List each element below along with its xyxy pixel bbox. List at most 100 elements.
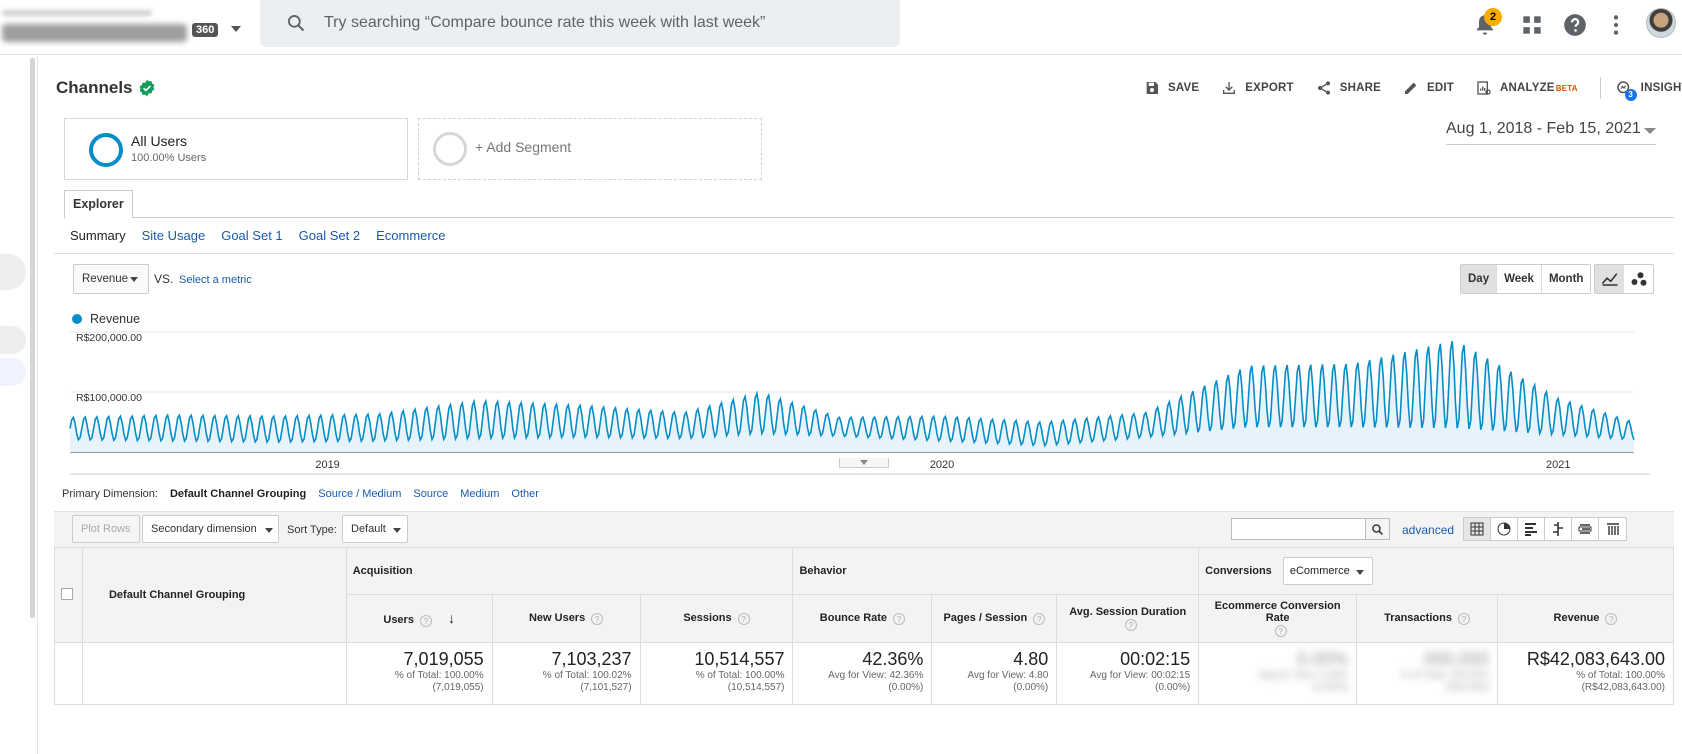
granularity-week-button[interactable]: Week (1497, 265, 1542, 293)
help-icon[interactable]: ? (1457, 612, 1470, 625)
table-search-button[interactable] (1365, 518, 1390, 540)
y-tick-200k: R$200,000.00 (76, 332, 142, 344)
pie-view-icon[interactable] (1491, 518, 1518, 540)
sort-type-select[interactable]: Default (342, 515, 408, 543)
subtab-divider (54, 253, 1674, 254)
search-input[interactable] (324, 8, 884, 38)
account-selector[interactable] (2, 8, 192, 48)
export-button[interactable]: EXPORT (1221, 80, 1294, 96)
dimension-default-channel-grouping[interactable]: Default Channel Grouping (169, 488, 307, 500)
total-avg-session-duration-avg: Avg for View: 00:02:15 (1089, 670, 1191, 681)
subtab-ecommerce[interactable]: Ecommerce (376, 228, 446, 243)
left-nav-item[interactable] (0, 326, 26, 354)
search-bar[interactable] (260, 0, 900, 47)
col-sessions[interactable]: Sessions? (639, 594, 794, 643)
insights-icon (1616, 81, 1629, 94)
add-segment-button[interactable]: + Add Segment (418, 118, 762, 180)
select-metric-link[interactable]: Select a metric (179, 274, 252, 286)
save-label: SAVE (1168, 82, 1200, 94)
performance-view-icon[interactable] (1518, 518, 1545, 540)
subtab-site-usage[interactable]: Site Usage (141, 228, 206, 243)
dimension-source[interactable]: Source (413, 488, 449, 500)
chart-resize-handle[interactable] (839, 458, 889, 468)
select-all-checkbox[interactable] (61, 587, 73, 600)
total-sessions-abs: (10,514,557) (727, 682, 785, 693)
sort-desc-arrow-icon[interactable]: ↓ (447, 610, 455, 627)
left-nav-item[interactable] (0, 254, 26, 290)
account-dropdown-caret-icon[interactable] (231, 26, 241, 32)
line-chart-icon[interactable] (1595, 265, 1624, 293)
col-new-users[interactable]: New Users? (491, 594, 641, 643)
total-revenue-value: R$42,083,643.00 (1526, 649, 1665, 669)
edit-button[interactable]: EDIT (1403, 80, 1454, 96)
download-icon (1223, 82, 1236, 94)
dimension-source-medium[interactable]: Source / Medium (318, 488, 402, 500)
help-icon[interactable]: ? (419, 614, 432, 627)
apps-grid-icon[interactable] (1519, 12, 1545, 38)
revenue-line-chart[interactable]: R$200,000.00 R$100,000.00 2019 2020 2021 (54, 256, 1674, 476)
table-view-icon[interactable] (1464, 518, 1491, 540)
subtab-goal-set-2[interactable]: Goal Set 2 (298, 228, 361, 243)
help-icon[interactable]: ? (1124, 618, 1137, 631)
dimension-header[interactable]: Default Channel Grouping (81, 547, 347, 643)
help-icon[interactable]: ? (1605, 612, 1618, 625)
total-avg-session-duration: 00:02:15 Avg for View: 00:02:15 (0.00%) (1056, 642, 1200, 705)
total-ecommerce-conversion-rate-avg: Avg for View: 0.00% (1258, 670, 1349, 681)
y-tick-100k: R$100,000.00 (76, 392, 142, 404)
save-button[interactable]: SAVE (1144, 80, 1199, 96)
subtab-summary[interactable]: Summary (70, 228, 126, 243)
subtab-goal-set-1[interactable]: Goal Set 1 (221, 228, 283, 243)
segment-all-users[interactable]: All Users 100.00% Users (64, 118, 408, 180)
add-segment-label: + Add Segment (475, 139, 572, 155)
left-nav-scrollbar[interactable] (30, 58, 35, 618)
motion-chart-icon[interactable] (1624, 265, 1653, 293)
analyze-icon (1477, 81, 1491, 95)
explorer-subtabs: Summary Site Usage Goal Set 1 Goal Set 2… (70, 228, 461, 243)
help-icon[interactable] (1562, 12, 1588, 38)
term-cloud-view-icon[interactable] (1572, 518, 1599, 540)
granularity-day-button[interactable]: Day (1461, 265, 1498, 293)
top-bar: 360 2 (0, 0, 1682, 55)
col-avg-session-duration[interactable]: Avg. Session Duration? (1056, 594, 1200, 643)
legend-swatch (72, 314, 82, 324)
revenue-series-line[interactable] (69, 340, 1635, 448)
share-icon (1317, 81, 1330, 95)
report-main: Channels SAVE EXPORT SHARE EDIT ANALYZE B… (54, 56, 1682, 754)
comparison-view-icon[interactable] (1545, 518, 1572, 540)
help-icon[interactable]: ? (1274, 624, 1287, 637)
more-vert-icon[interactable] (1603, 12, 1629, 38)
col-users[interactable]: Users? ↓ (345, 594, 493, 643)
dimension-other[interactable]: Other (511, 488, 539, 500)
dimension-medium[interactable]: Medium (460, 488, 500, 500)
col-transactions[interactable]: Transactions? (1356, 594, 1498, 643)
date-range-picker[interactable]: Aug 1, 2018 - Feb 15, 2021 (1446, 120, 1656, 145)
secondary-dimension-select[interactable]: Secondary dimension (142, 515, 279, 543)
help-icon[interactable]: ? (737, 612, 750, 625)
col-bounce-rate[interactable]: Bounce Rate? (792, 594, 933, 643)
table-filter-input[interactable] (1231, 518, 1381, 540)
granularity-month-button[interactable]: Month (1541, 265, 1591, 293)
pivot-view-icon[interactable] (1599, 518, 1626, 540)
col-ecommerce-conversion-rate[interactable]: Ecommerce Conversion Rate? (1198, 594, 1358, 643)
conversions-select[interactable]: eCommerce (1282, 557, 1373, 585)
insights-count-badge: 3 (1624, 89, 1637, 101)
x-tick-2021: 2021 (1546, 459, 1570, 471)
col-pages-session[interactable]: Pages / Session? (931, 594, 1058, 643)
help-icon[interactable]: ? (893, 612, 906, 625)
tab-explorer[interactable]: Explorer (64, 190, 133, 219)
plot-rows-button[interactable]: Plot Rows (72, 515, 140, 543)
advanced-filter-link[interactable]: advanced (1402, 523, 1455, 537)
col-revenue[interactable]: Revenue? (1496, 594, 1675, 643)
total-users: 7,019,055% of Total: 100.00% (7,019,055) (345, 642, 493, 705)
analyze-button[interactable]: ANALYZE BETA (1476, 80, 1578, 96)
help-icon[interactable]: ? (591, 612, 604, 625)
insights-button[interactable]: 3 INSIGHTS (1615, 79, 1682, 101)
help-icon[interactable]: ? (1033, 612, 1046, 625)
metric-selector[interactable]: Revenue (73, 264, 149, 294)
total-bounce-rate-delta: (0.00%) (888, 682, 924, 693)
share-button[interactable]: SHARE (1316, 80, 1381, 96)
left-nav-item-active[interactable] (0, 358, 26, 386)
user-avatar[interactable] (1646, 8, 1676, 38)
primary-dimension-bar: Primary Dimension: Default Channel Group… (62, 488, 551, 500)
segment-name: All Users (131, 133, 188, 149)
